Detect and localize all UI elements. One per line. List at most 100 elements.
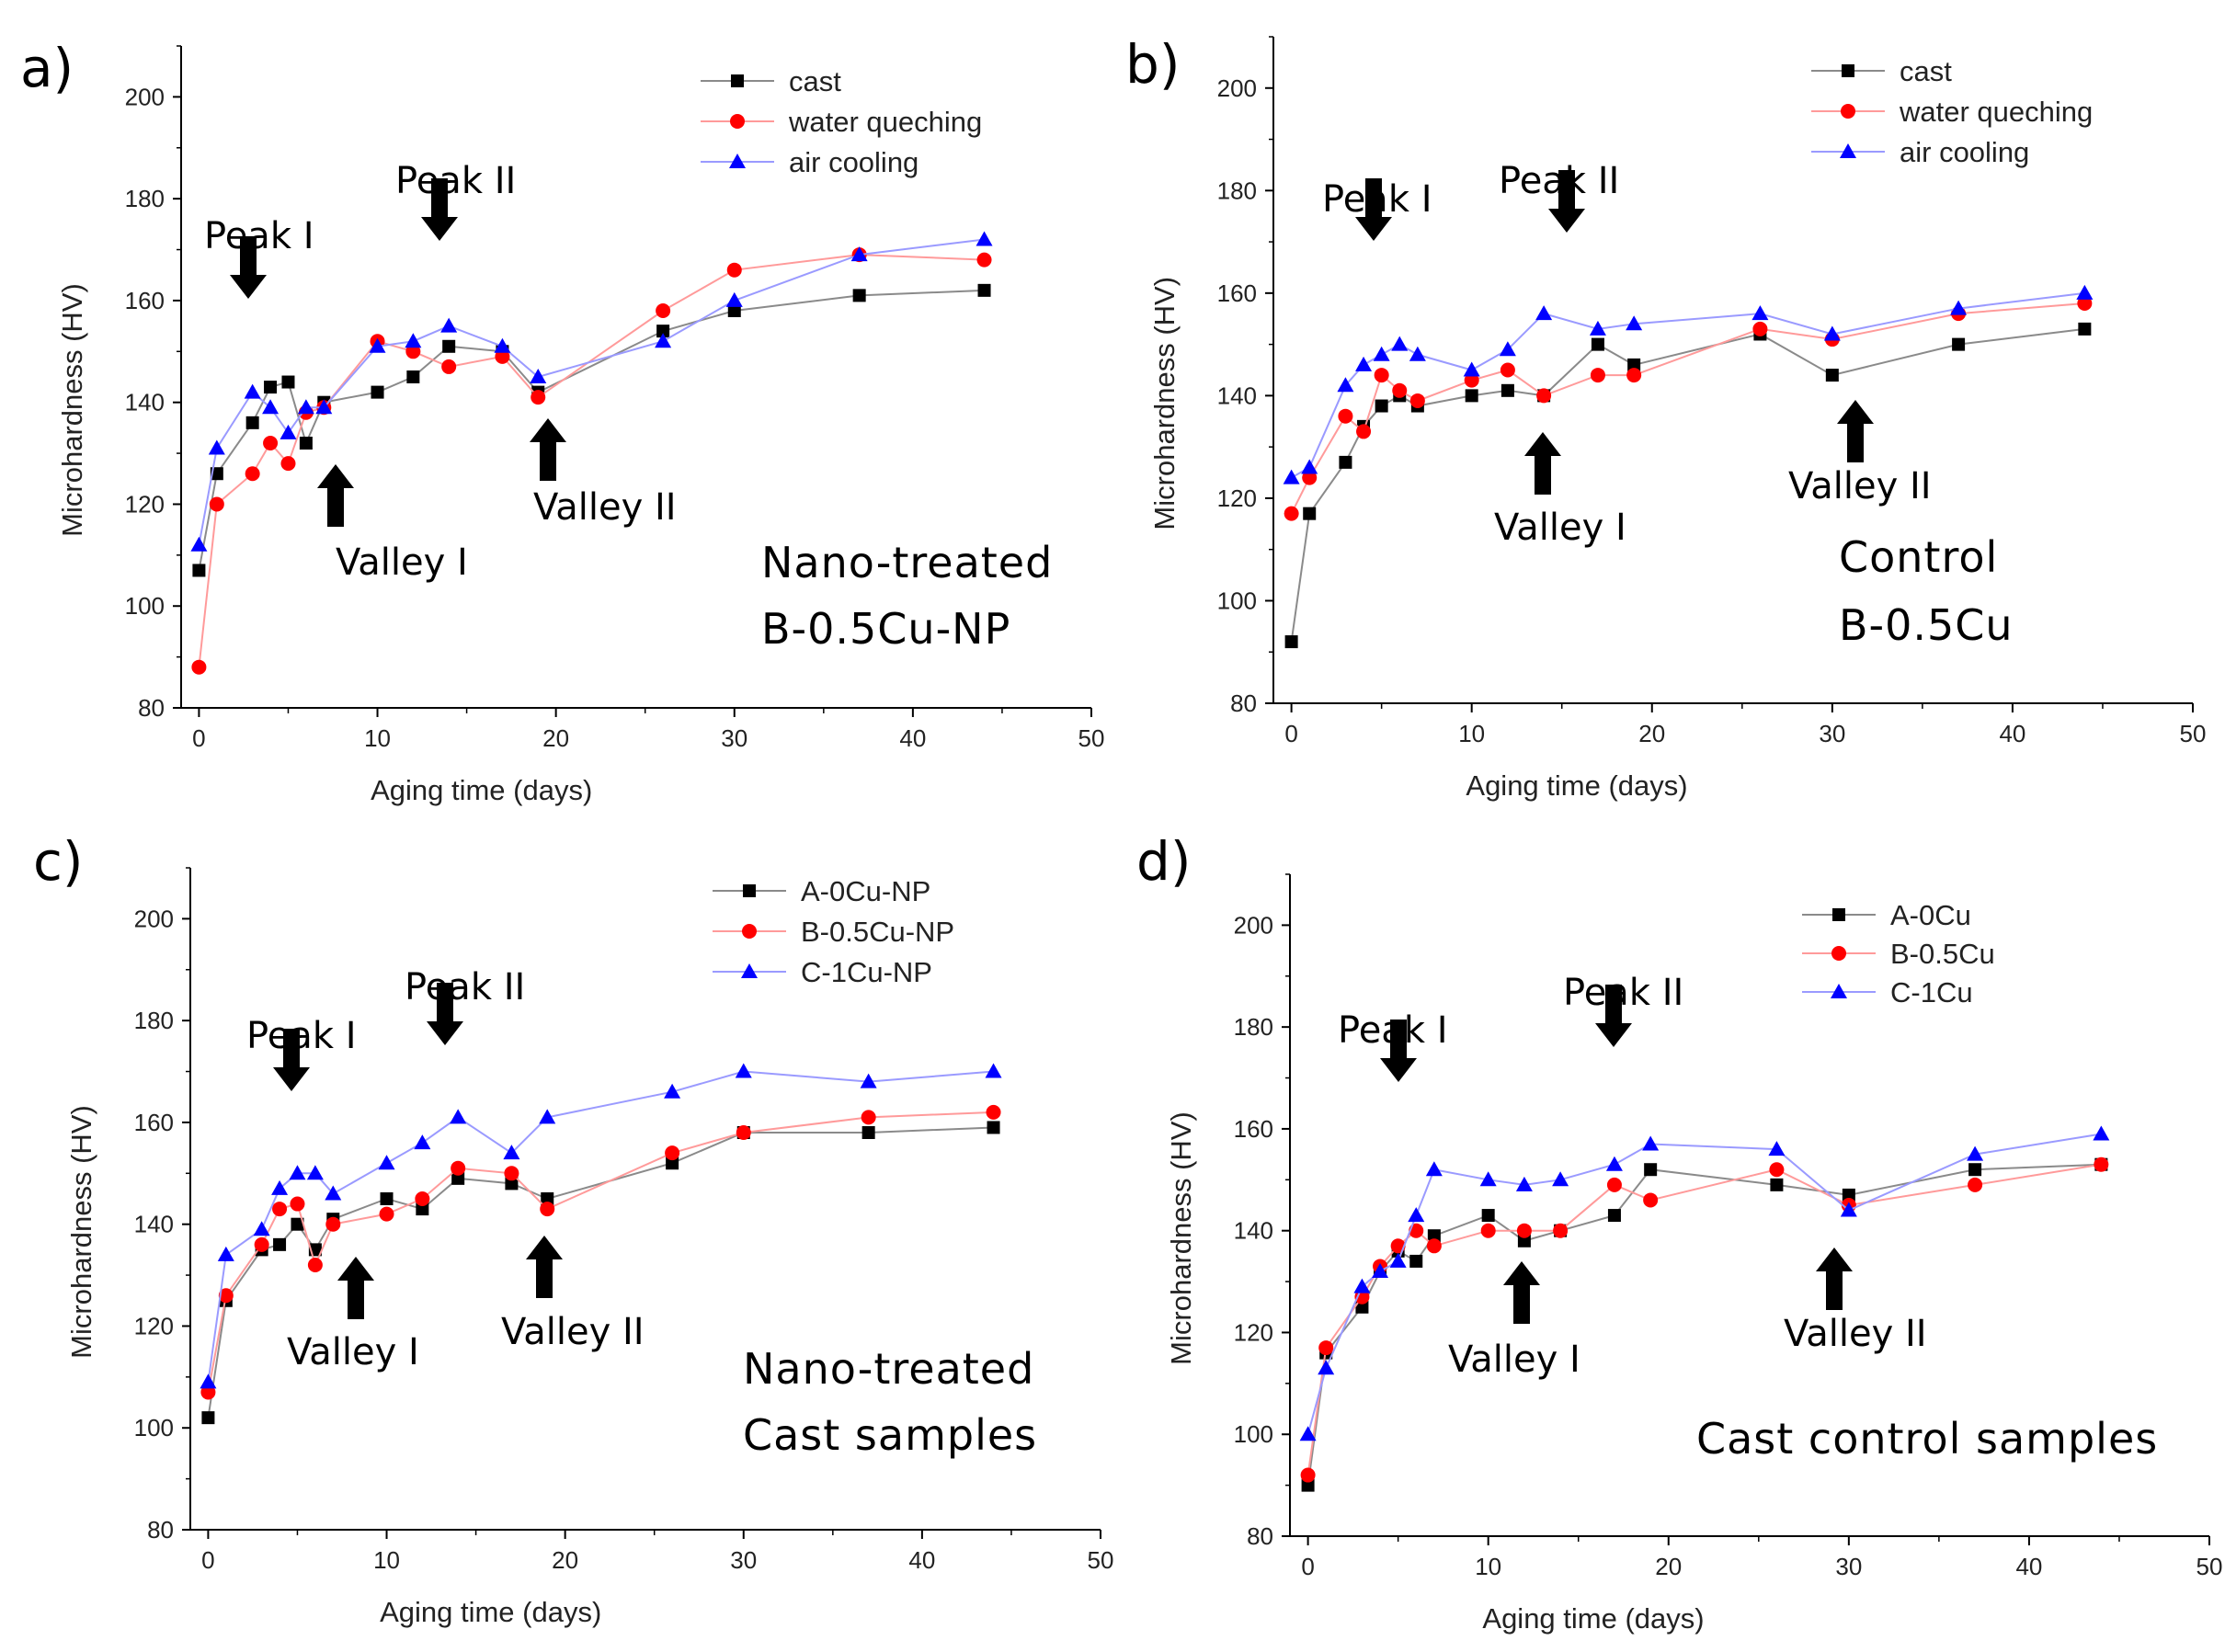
data-point-series-0 — [1591, 337, 1604, 351]
data-point-series-0 — [1284, 635, 1298, 649]
legend-label: cast — [789, 65, 841, 97]
y-axis-label: Microhardness (HV) — [1148, 277, 1181, 530]
panel-b: b) 80 100 120 140 160 180 200 0 10 20 30 40 50 Aging … — [1112, 0, 2225, 827]
legend-label: B-0.5Cu — [1890, 938, 1995, 970]
data-point-series-1 — [726, 262, 742, 278]
annotation-label: Peak I — [204, 215, 314, 257]
data-point-series-0 — [656, 325, 670, 338]
series-line-2 — [1306, 1133, 2102, 1435]
annotation-label: Peak I — [246, 1015, 357, 1057]
sample-note: Control — [1839, 532, 1998, 582]
data-point-series-2 — [1967, 1145, 1984, 1161]
y-tick-label: 100 — [134, 1414, 174, 1441]
data-point-series-2 — [262, 399, 280, 415]
data-point-series-2 — [315, 399, 333, 415]
y-tick-label: 160 — [125, 287, 165, 314]
data-point-series-2 — [1355, 356, 1373, 371]
x-tick-label: 50 — [2180, 720, 2207, 747]
data-point-series-2 — [217, 1246, 234, 1261]
data-point-series-2 — [1589, 320, 1606, 336]
data-point-series-0 — [442, 339, 456, 353]
annotation-label: Peak II — [1563, 972, 1683, 1014]
data-point-series-1 — [1626, 368, 1642, 383]
arrow-up-icon — [1816, 1248, 1853, 1310]
data-point-series-0 — [273, 1237, 287, 1251]
arrow-down-icon — [427, 983, 463, 1045]
data-point-series-0 — [1427, 1229, 1441, 1243]
data-point-series-1 — [1590, 368, 1605, 383]
data-point-series-2 — [850, 246, 868, 262]
data-point-series-0 — [1968, 1163, 1982, 1177]
data-point-series-0 — [1952, 337, 1966, 351]
data-point-series-1 — [1752, 321, 1768, 336]
x-tick-label: 40 — [908, 1546, 935, 1574]
data-point-series-2 — [503, 1145, 520, 1160]
legend-label: C-1Cu-NP — [801, 956, 932, 988]
data-point-series-2 — [1605, 1156, 1623, 1171]
annotation-label: Valley II — [1788, 465, 1932, 507]
data-point-series-1 — [1392, 382, 1408, 398]
y-tick-label: 180 — [125, 185, 165, 212]
panel-a: a) 80 100 120 140 160 180 200 0 10 20 30 40 50 Aging … — [0, 0, 1112, 827]
sample-note: B-0.5Cu-NP — [761, 604, 1010, 654]
arrow-up-icon — [1524, 432, 1561, 495]
data-point-series-1 — [1338, 408, 1353, 424]
y-axis-label: Microhardness (HV) — [65, 1105, 97, 1359]
x-axis-label: Aging time (days) — [1466, 769, 1687, 802]
y-tick-label: 80 — [147, 1516, 174, 1544]
data-point-series-2 — [1642, 1135, 1660, 1151]
chart-a: 80 100 120 140 160 180 200 0 10 20 30 40 50 Aging tim… — [56, 45, 1104, 806]
y-tick-label: 160 — [1234, 1115, 1273, 1143]
data-point-series-1 — [441, 359, 457, 374]
series-line-0 — [207, 1126, 994, 1418]
data-point-series-2 — [200, 1373, 217, 1389]
data-point-series-1 — [405, 344, 421, 359]
data-point-series-1 — [656, 303, 671, 318]
data-point-series-0 — [987, 1121, 1000, 1134]
data-point-series-1 — [209, 496, 224, 512]
legend-label: A-0Cu-NP — [801, 875, 930, 907]
data-point-series-1 — [1769, 1162, 1785, 1178]
data-point-series-2 — [297, 399, 314, 415]
data-point-series-1 — [1553, 1223, 1569, 1238]
data-point-series-0 — [2078, 322, 2092, 336]
data-point-series-2 — [655, 333, 672, 348]
data-point-series-1 — [1284, 506, 1299, 521]
data-point-series-1 — [1409, 393, 1425, 408]
data-point-series-2 — [1626, 315, 1643, 331]
arrow-up-icon — [526, 1236, 563, 1298]
data-point-series-2 — [2076, 284, 2094, 300]
x-tick-label: 10 — [1475, 1553, 1501, 1580]
data-point-series-0 — [1481, 1209, 1495, 1223]
data-point-series-1 — [540, 1202, 555, 1217]
y-tick-label: 140 — [1217, 382, 1257, 409]
data-point-series-1 — [861, 1110, 876, 1125]
y-tick-label: 140 — [134, 1211, 174, 1238]
y-axis-label: Microhardness (HV) — [1165, 1111, 1197, 1365]
data-point-series-0 — [406, 370, 420, 383]
annotation-label: Valley I — [1494, 507, 1626, 549]
data-point-series-1 — [976, 252, 992, 268]
annotation-label: Valley II — [501, 1311, 645, 1353]
legend-label: B-0.5Cu-NP — [801, 916, 954, 948]
data-point-series-2 — [1372, 1263, 1389, 1278]
data-point-series-1 — [263, 436, 279, 450]
data-point-series-2 — [1479, 1171, 1497, 1187]
data-point-series-1 — [307, 1258, 323, 1272]
data-point-series-2 — [530, 369, 547, 383]
sample-note: Cast control samples — [1696, 1414, 2158, 1464]
legend-marker — [731, 74, 744, 87]
data-point-series-2 — [1373, 346, 1390, 361]
data-point-series-0 — [264, 381, 278, 394]
arrow-down-icon — [1355, 178, 1392, 241]
sample-note: B-0.5Cu — [1839, 600, 2014, 650]
data-point-series-1 — [1464, 372, 1479, 388]
arrow-up-icon — [317, 464, 354, 527]
chart-d: 80 100 120 140 160 180 200 0 10 20 30 40 50 Aging tim… — [1165, 873, 2222, 1635]
x-tick-label: 20 — [1655, 1553, 1682, 1580]
y-tick-label: 200 — [125, 83, 165, 110]
data-point-series-2 — [289, 1165, 306, 1180]
x-tick-label: 40 — [1999, 720, 2025, 747]
x-tick-label: 30 — [730, 1546, 757, 1574]
data-point-series-0 — [1644, 1163, 1658, 1177]
